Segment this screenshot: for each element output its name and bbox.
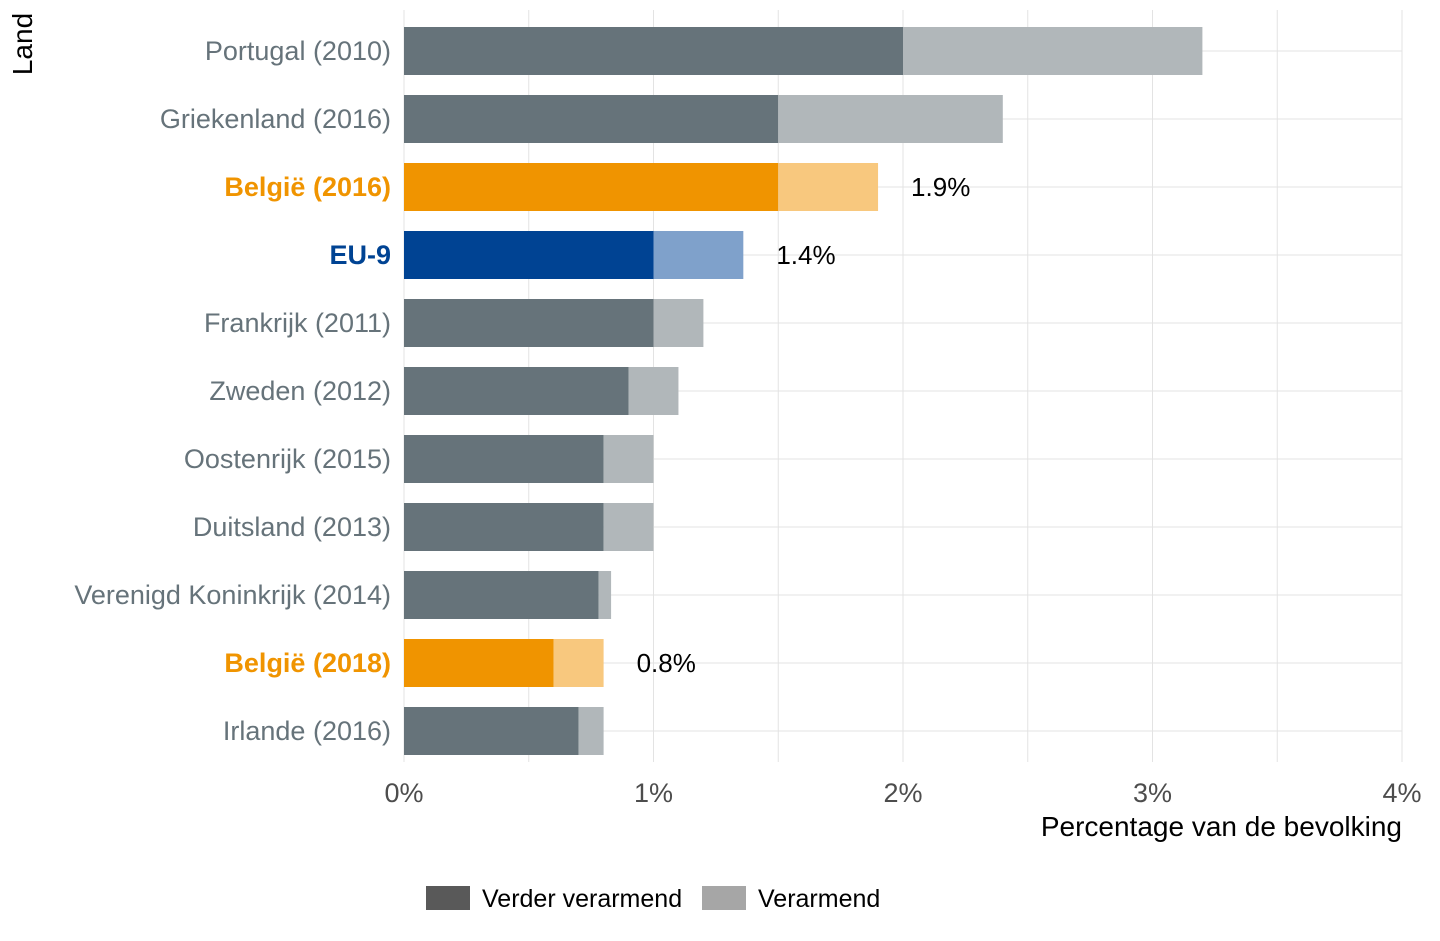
- legend-label-verder-verarmend: Verder verarmend: [482, 885, 682, 913]
- bar-segment-verder-verarmend: [404, 367, 629, 415]
- bar-segment-verarmend: [653, 231, 744, 279]
- x-ticks-layer: 0% 1% 2% 3% 4%: [384, 778, 1421, 808]
- bar-segment-verarmend: [603, 503, 654, 551]
- category-label: EU-9: [329, 240, 391, 270]
- category-label: Zweden (2012): [209, 376, 391, 406]
- bar-segment-verarmend: [778, 163, 879, 211]
- bar-total-label: 1.4%: [776, 240, 835, 270]
- bar-segment-verarmend: [653, 299, 704, 347]
- category-label: Irlande (2016): [223, 716, 391, 746]
- category-label: België (2018): [224, 648, 391, 678]
- bar-segment-verder-verarmend: [404, 571, 599, 619]
- category-label: Duitsland (2013): [193, 512, 391, 542]
- bar-segment-verder-verarmend: [404, 95, 779, 143]
- category-label: Portugal (2010): [205, 36, 391, 66]
- bar-segment-verder-verarmend: [404, 435, 604, 483]
- category-label: Griekenland (2016): [160, 104, 391, 134]
- legend-swatch-verarmend: [702, 886, 746, 910]
- category-label: België (2016): [224, 172, 391, 202]
- bar-segment-verder-verarmend: [404, 707, 579, 755]
- bars-layer: [404, 27, 1203, 755]
- x-tick-label: 1%: [634, 778, 673, 808]
- bar-segment-verarmend: [553, 639, 604, 687]
- bar-segment-verder-verarmend: [404, 503, 604, 551]
- category-label: Oostenrijk (2015): [184, 444, 391, 474]
- bar-segment-verder-verarmend: [404, 299, 654, 347]
- x-tick-label: 3%: [1133, 778, 1172, 808]
- x-axis-title: Percentage van de bevolking: [1041, 811, 1402, 842]
- bar-segment-verder-verarmend: [404, 231, 654, 279]
- labels-layer: Portugal (2010) Griekenland (2016) België …: [74, 36, 970, 746]
- bar-segment-verarmend: [903, 27, 1203, 75]
- bar-segment-verarmend: [778, 95, 1003, 143]
- legend-swatch-verder-verarmend: [426, 886, 470, 910]
- category-label: Frankrijk (2011): [204, 308, 391, 338]
- x-tick-label: 2%: [883, 778, 922, 808]
- bar-segment-verder-verarmend: [404, 639, 554, 687]
- bar-segment-verarmend: [603, 435, 654, 483]
- legend: Verder verarmend Verarmend: [426, 885, 880, 913]
- x-tick-label: 0%: [384, 778, 423, 808]
- legend-label-verarmend: Verarmend: [758, 885, 880, 913]
- x-tick-label: 4%: [1382, 778, 1421, 808]
- bar-segment-verder-verarmend: [404, 163, 779, 211]
- bar-segment-verarmend: [628, 367, 679, 415]
- bar-segment-verarmend: [598, 571, 612, 619]
- bar-segment-verarmend: [578, 707, 604, 755]
- category-label: Verenigd Koninkrijk (2014): [74, 580, 391, 610]
- bar-segment-verder-verarmend: [404, 27, 903, 75]
- bar-total-label: 0.8%: [637, 648, 696, 678]
- y-axis-title: Land: [7, 13, 38, 75]
- bar-total-label: 1.9%: [911, 172, 970, 202]
